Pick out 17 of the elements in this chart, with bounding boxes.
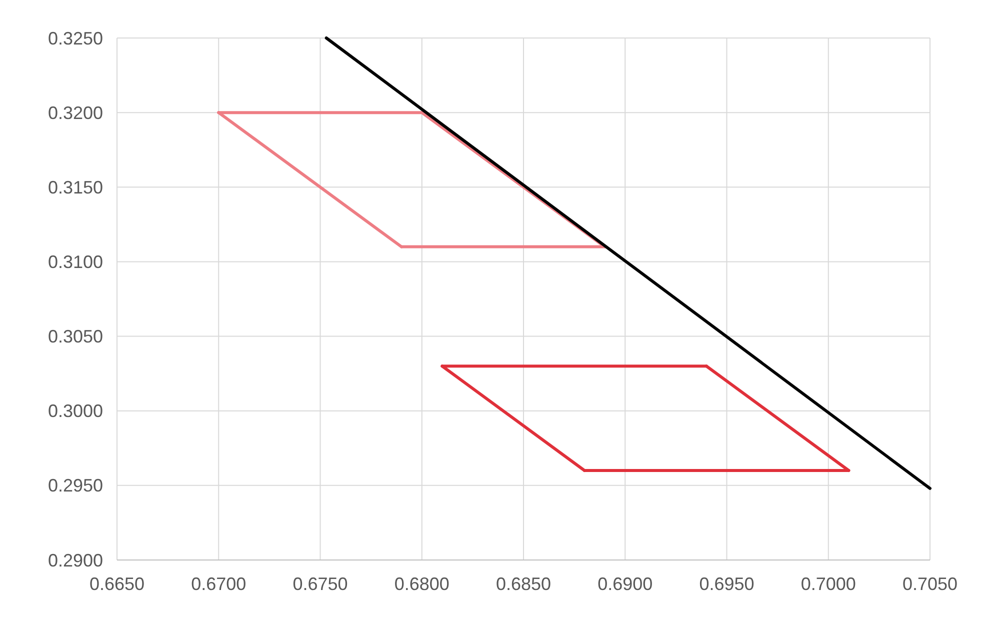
y-tick-label: 0.3000 [48,401,103,422]
y-tick-label: 0.2950 [48,476,103,496]
x-tick-label: 0.6750 [292,574,348,594]
x-tick-label: 0.6800 [394,574,450,594]
y-tick-label: 0.3200 [48,102,103,123]
x-tick-label: 0.6650 [89,574,145,594]
x-tick-label: 0.7000 [800,574,856,594]
x-tick-label: 0.6950 [699,574,754,594]
y-tick-label: 0.3050 [48,326,103,347]
x-tick-label: 0.6700 [191,574,246,594]
y-tick-label: 0.3150 [48,177,103,198]
y-tick-label: 0.3100 [48,252,103,272]
x-tick-label: 0.7050 [902,574,958,594]
x-tick-label: 0.6850 [496,574,552,594]
y-tick-label: 0.3250 [48,28,103,48]
x-tick-label: 0.6900 [598,574,653,594]
y-tick-label: 0.2900 [48,550,103,570]
